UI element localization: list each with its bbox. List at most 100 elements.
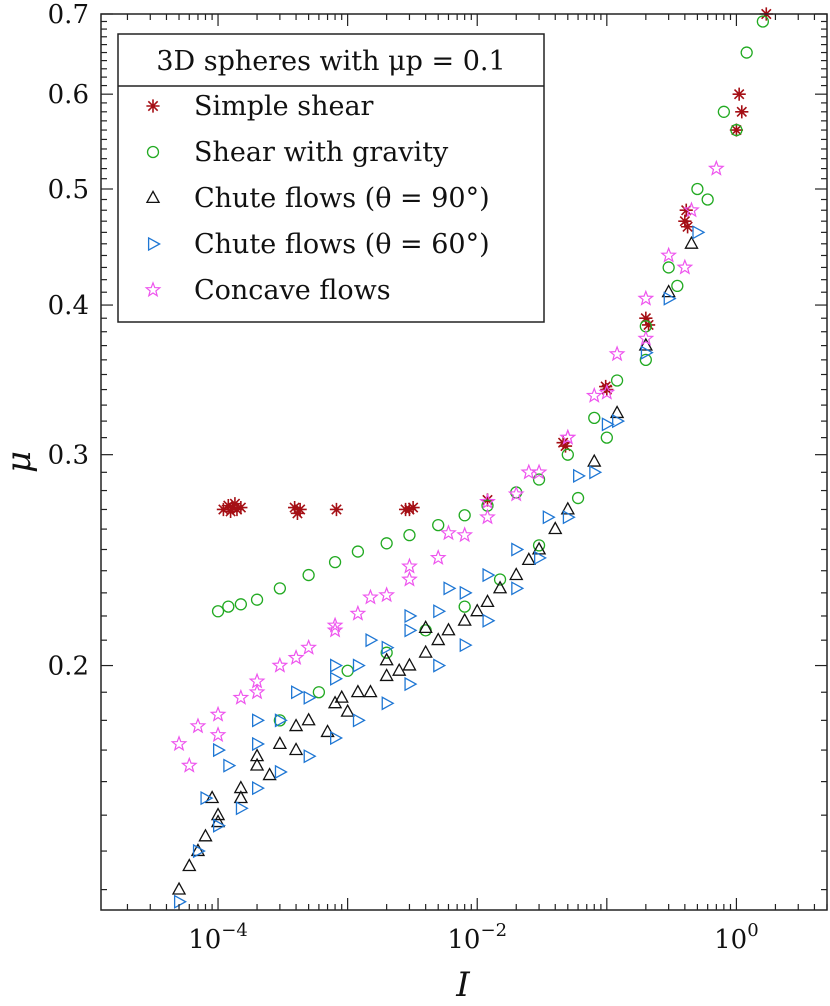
series-5-point	[287, 648, 305, 665]
series-4-point	[663, 291, 677, 306]
series-1-point	[600, 382, 614, 397]
series-4-point	[235, 801, 249, 816]
legend-box	[117, 33, 545, 323]
series-5-point	[456, 526, 474, 543]
series-3-point	[272, 736, 288, 750]
series-5-point	[349, 604, 367, 621]
series-2-point	[671, 279, 684, 293]
series-5-point	[209, 726, 227, 743]
series-5-point	[271, 656, 289, 673]
series-3-point	[470, 603, 485, 617]
legend-label-5: Concave flows	[194, 275, 391, 306]
series-3-point	[509, 567, 524, 581]
series-4-point	[212, 742, 226, 758]
series-3-point	[379, 668, 394, 682]
series-3-point	[684, 235, 699, 249]
series-1-point	[288, 500, 302, 515]
series-3-point	[210, 807, 226, 821]
series-4-point	[433, 604, 447, 619]
y-tick-label: 0.6	[48, 80, 89, 110]
series-3-point	[587, 453, 602, 467]
series-5-point	[189, 717, 207, 734]
series-3-point	[350, 684, 366, 698]
series-2-point	[328, 555, 342, 569]
series-4-point	[459, 638, 473, 653]
series-2-point	[432, 518, 445, 532]
series-2-point	[756, 15, 770, 28]
series-5-point	[180, 756, 198, 773]
x-tick-label-base: 10	[447, 925, 480, 955]
legend-label-4: Chute flows (θ = 60°)	[194, 229, 490, 260]
series-5-point	[326, 621, 344, 638]
legend-label-1: Simple shear	[194, 91, 374, 122]
series-1-point	[599, 379, 613, 394]
series-3-point	[457, 612, 472, 626]
series-1-point	[329, 502, 344, 517]
x-tick-label-exponent: −2	[480, 920, 507, 941]
series-3-point	[402, 657, 417, 671]
series-3-point	[548, 521, 563, 535]
series-4-point	[381, 640, 395, 655]
series-3-point	[418, 644, 433, 658]
series-2-point	[588, 411, 601, 425]
series-5-point	[707, 159, 725, 176]
series-3-point	[233, 790, 249, 804]
series-4-point	[640, 345, 654, 360]
series-4-point	[303, 690, 317, 705]
series-2-point	[532, 473, 546, 486]
legend-entries: Simple shear Shear with gravity Chute flow…	[144, 91, 490, 306]
series-4-point	[562, 510, 576, 525]
series-5-point	[440, 524, 457, 541]
series-5	[170, 159, 725, 773]
series-4-point	[482, 567, 496, 583]
series-4-point	[443, 581, 457, 596]
series-2-point	[610, 374, 624, 387]
data-points	[170, 7, 773, 909]
series-1-point	[290, 506, 305, 520]
series-3-point	[441, 622, 456, 636]
series-4-point	[404, 623, 418, 638]
series-5-point	[637, 289, 655, 306]
series-5-point	[637, 329, 655, 346]
series-3-point	[431, 632, 446, 646]
series-5-point	[401, 570, 418, 587]
series-4-point	[542, 510, 556, 525]
series-5-point	[300, 638, 318, 655]
series-5-point	[326, 616, 344, 633]
series-3-point	[182, 858, 197, 872]
series-5-point	[507, 485, 525, 502]
series-3-point	[190, 843, 206, 857]
series-1-point	[402, 502, 417, 517]
series-4-point	[404, 608, 418, 624]
series-1-point	[406, 500, 420, 515]
series-2-point	[250, 593, 264, 606]
x-tick-label-exponent: −4	[221, 920, 248, 941]
series-1-point	[224, 504, 238, 518]
x-tick-label: 100	[714, 920, 759, 955]
series-2-point	[458, 600, 471, 613]
y-tick-label: 0.2	[48, 652, 89, 682]
series-5-point	[676, 258, 694, 275]
series-2-point	[222, 600, 235, 613]
series-1-point	[678, 214, 692, 228]
legend-marker-4	[147, 236, 161, 252]
series-1-point	[679, 203, 693, 217]
legend-label-3: Chute flows (θ = 90°)	[194, 183, 490, 214]
series-5-point	[559, 428, 577, 445]
y-tick-label: 0.7	[48, 0, 89, 30]
series-1-point	[732, 87, 746, 101]
series-2-point	[600, 431, 613, 444]
series-4-point	[251, 736, 265, 752]
series-2-point	[234, 598, 248, 611]
series-4-point	[330, 671, 344, 686]
series-4-point	[482, 613, 496, 628]
series-2-point	[701, 193, 714, 206]
series-3-point	[198, 828, 213, 842]
series-5-point	[608, 345, 626, 362]
x-tick-label: 10−4	[188, 920, 248, 955]
series-2	[211, 15, 770, 727]
series-5-point	[479, 492, 496, 509]
series-5-point	[683, 201, 700, 218]
series-3-point	[171, 881, 187, 895]
